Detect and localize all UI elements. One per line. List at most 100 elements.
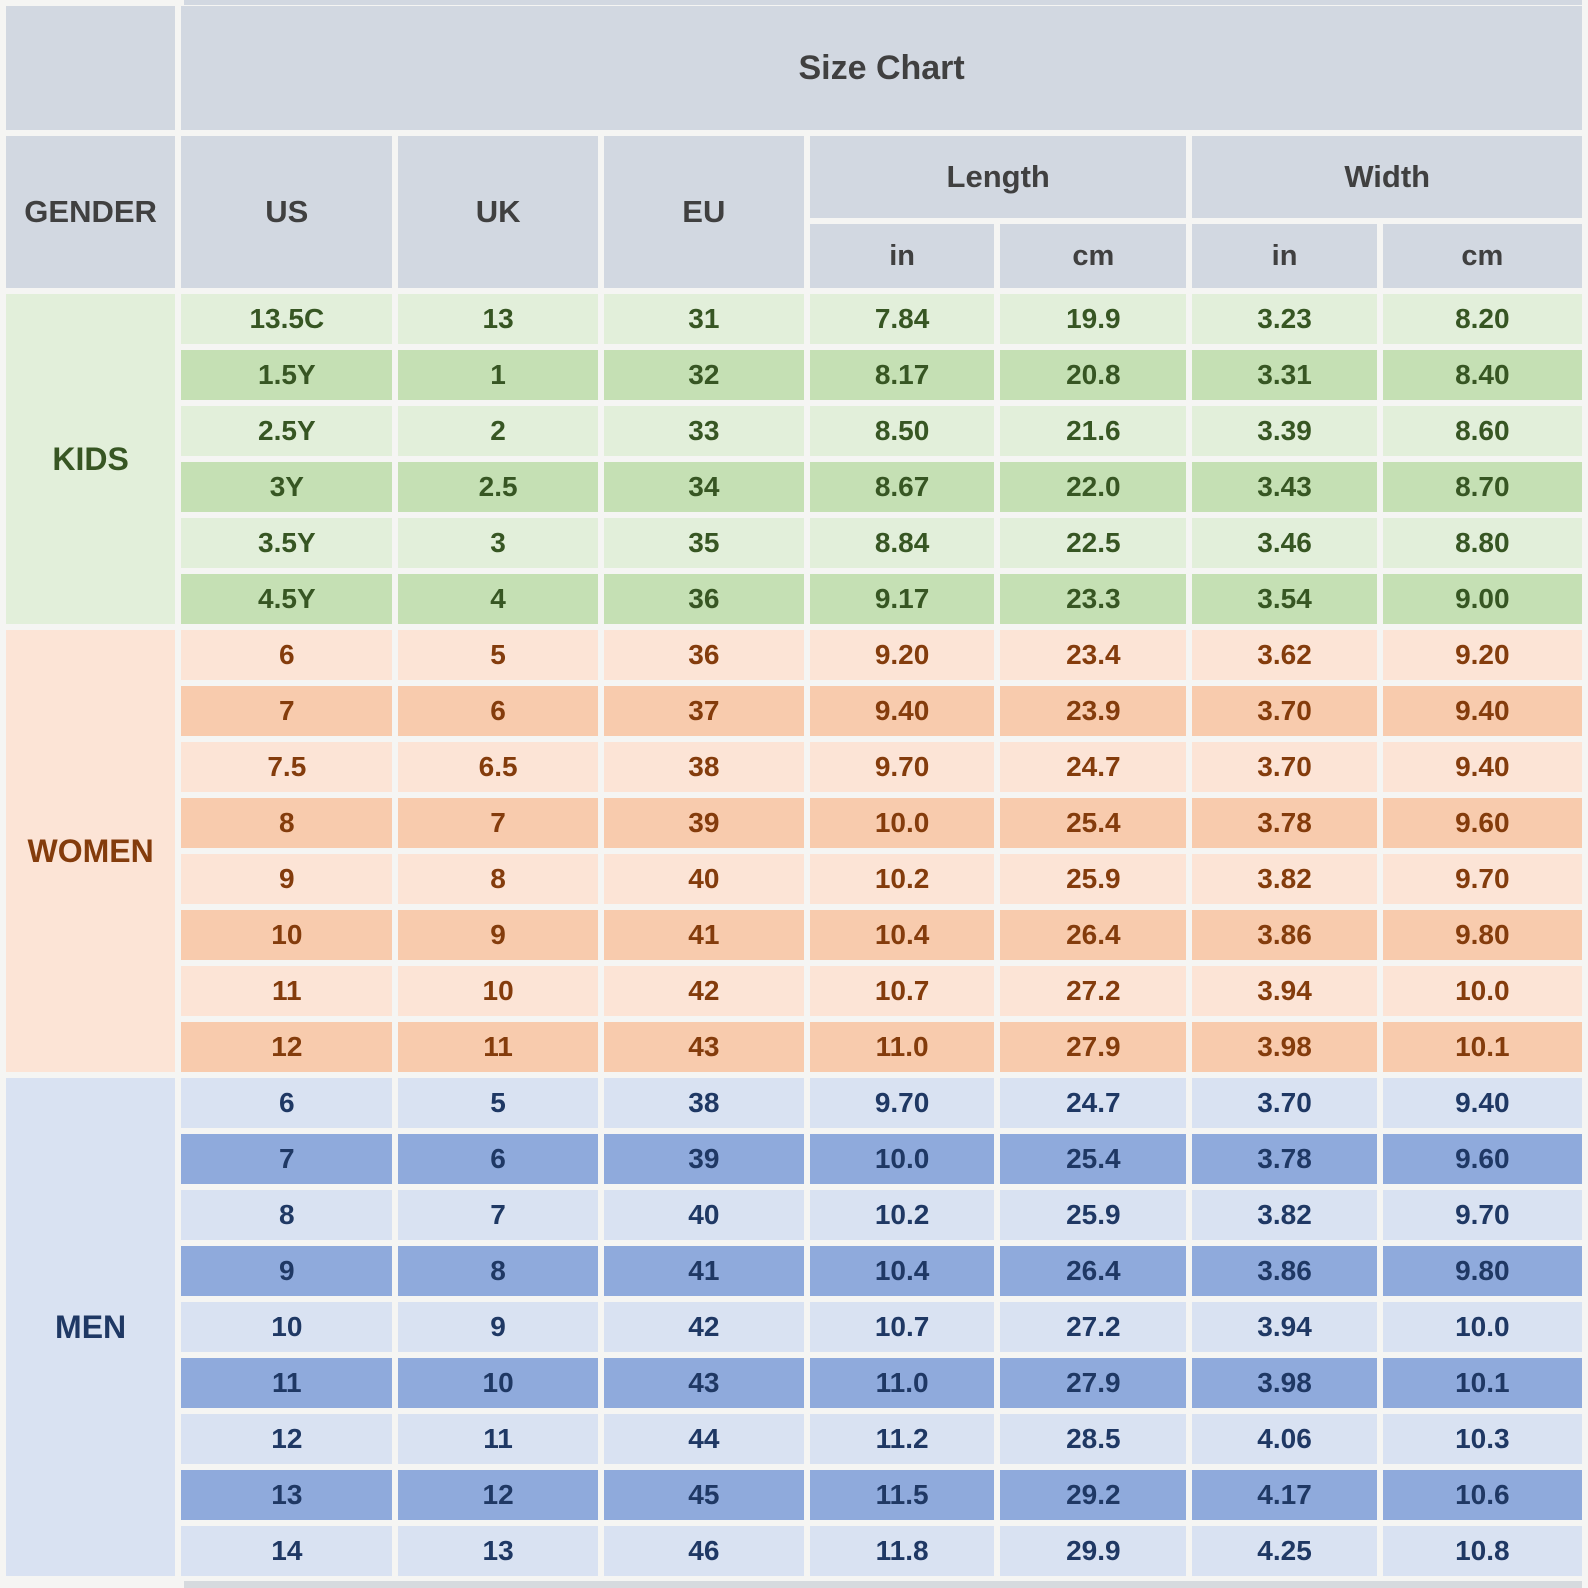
cell-length-in: 11.0 [809, 1358, 995, 1408]
cell-eu: 42 [603, 1302, 804, 1352]
cell-width-cm: 9.40 [1382, 686, 1582, 736]
cell-width-in: 3.78 [1192, 1134, 1377, 1184]
unit-header-length-in: in [809, 224, 995, 288]
cell-width-cm: 9.40 [1382, 742, 1582, 792]
cell-us: 4.5Y [181, 574, 393, 624]
cell-length-cm: 24.7 [1000, 1078, 1187, 1128]
cell-length-in: 11.5 [809, 1470, 995, 1520]
cell-uk: 5 [398, 1078, 598, 1128]
cell-length-in: 9.40 [809, 686, 995, 736]
cell-width-in: 3.94 [1192, 966, 1377, 1016]
cropped-row-sliver-bottom [184, 1581, 1582, 1588]
size-table-head: Size Chart GENDER US UK EU Length Width … [6, 6, 1582, 288]
cell-length-in: 7.84 [809, 294, 995, 344]
cell-width-in: 3.43 [1192, 462, 1377, 512]
cell-us: 7 [181, 1134, 393, 1184]
cell-eu: 31 [603, 294, 804, 344]
cell-width-cm: 10.0 [1382, 966, 1582, 1016]
unit-header-width-cm: cm [1382, 224, 1582, 288]
column-header-uk: UK [398, 136, 598, 288]
cell-length-cm: 27.2 [1000, 966, 1187, 1016]
cell-uk: 6.5 [398, 742, 598, 792]
cell-length-in: 9.70 [809, 742, 995, 792]
cell-us: 6 [181, 630, 393, 680]
cell-us: 2.5Y [181, 406, 393, 456]
cell-width-cm: 8.70 [1382, 462, 1582, 512]
cell-width-cm: 9.80 [1382, 910, 1582, 960]
table-row: 1.5Y 1 32 8.17 20.8 3.31 8.40 [6, 350, 1582, 400]
cell-eu: 45 [603, 1470, 804, 1520]
cell-length-cm: 29.9 [1000, 1526, 1187, 1576]
column-header-gender: GENDER [6, 136, 176, 288]
cell-width-in: 3.86 [1192, 1246, 1377, 1296]
section-label-men: MEN [6, 1078, 176, 1576]
cell-uk: 12 [398, 1470, 598, 1520]
cell-us: 9 [181, 1246, 393, 1296]
cell-uk: 4 [398, 574, 598, 624]
table-row: 11 10 42 10.7 27.2 3.94 10.0 [6, 966, 1582, 1016]
cell-length-in: 10.2 [809, 1190, 995, 1240]
column-header-us: US [181, 136, 393, 288]
table-row: 7.5 6.5 38 9.70 24.7 3.70 9.40 [6, 742, 1582, 792]
cell-eu: 37 [603, 686, 804, 736]
cell-eu: 35 [603, 518, 804, 568]
table-row: 7 6 37 9.40 23.9 3.70 9.40 [6, 686, 1582, 736]
cell-width-cm: 10.3 [1382, 1414, 1582, 1464]
cell-width-cm: 9.20 [1382, 630, 1582, 680]
cell-length-in: 10.4 [809, 1246, 995, 1296]
cell-us: 13 [181, 1470, 393, 1520]
cell-length-in: 10.4 [809, 910, 995, 960]
cell-length-in: 8.50 [809, 406, 995, 456]
table-row: WOMEN 6 5 36 9.20 23.4 3.62 9.20 [6, 630, 1582, 1072]
cell-uk: 2 [398, 406, 598, 456]
size-table-body: KIDS 13.5C 13 31 7.84 19.9 3.23 8.20 1.5Y 1 32 8.17… [6, 294, 1582, 1576]
cell-length-cm: 24.7 [1000, 742, 1187, 792]
cell-width-in: 3.31 [1192, 350, 1377, 400]
cell-width-cm: 10.8 [1382, 1526, 1582, 1576]
table-row: 12 11 44 11.2 28.5 4.06 10.3 [6, 1414, 1582, 1464]
cell-length-in: 10.7 [809, 1302, 995, 1352]
cell-us: 8 [181, 1190, 393, 1240]
cell-length-cm: 22.0 [1000, 462, 1187, 512]
cell-uk: 8 [398, 1246, 598, 1296]
cell-length-cm: 27.2 [1000, 1302, 1187, 1352]
table-row: 8 7 39 10.0 25.4 3.78 9.60 [6, 798, 1582, 848]
cell-eu: 39 [603, 798, 804, 848]
cell-eu: 43 [603, 1022, 804, 1072]
cell-uk: 11 [398, 1022, 598, 1072]
cell-length-in: 9.20 [809, 630, 995, 680]
cell-length-cm: 29.2 [1000, 1470, 1187, 1520]
cell-eu: 44 [603, 1414, 804, 1464]
cell-uk: 1 [398, 350, 598, 400]
corner-cell [6, 6, 176, 130]
unit-header-length-cm: cm [1000, 224, 1187, 288]
cell-width-in: 3.54 [1192, 574, 1377, 624]
cell-length-cm: 26.4 [1000, 1246, 1187, 1296]
cell-eu: 41 [603, 910, 804, 960]
table-row: 4.5Y 4 36 9.17 23.3 3.54 9.00 [6, 574, 1582, 624]
table-row: 9 8 41 10.4 26.4 3.86 9.80 [6, 1246, 1582, 1296]
cell-length-cm: 25.4 [1000, 798, 1187, 848]
table-row: KIDS 13.5C 13 31 7.84 19.9 3.23 8.20 [6, 294, 1582, 624]
cell-length-cm: 25.9 [1000, 854, 1187, 904]
cell-us: 13.5C [181, 294, 393, 344]
cell-eu: 36 [603, 574, 804, 624]
cell-length-in: 8.67 [809, 462, 995, 512]
cell-length-in: 10.0 [809, 798, 995, 848]
title-row: Size Chart [6, 6, 1582, 130]
cell-eu: 33 [603, 406, 804, 456]
page-title: Size Chart [181, 6, 1582, 130]
table-row: MEN 6 5 38 9.70 24.7 3.70 9.40 [6, 1078, 1582, 1576]
cell-width-in: 3.70 [1192, 1078, 1377, 1128]
table-row: 10 9 41 10.4 26.4 3.86 9.80 [6, 910, 1582, 960]
cell-us: 3Y [181, 462, 393, 512]
cell-us: 8 [181, 798, 393, 848]
section-label-women: WOMEN [6, 630, 176, 1072]
cell-length-cm: 28.5 [1000, 1414, 1187, 1464]
cell-length-cm: 26.4 [1000, 910, 1187, 960]
cell-uk: 8 [398, 854, 598, 904]
cell-width-in: 3.39 [1192, 406, 1377, 456]
cell-length-cm: 27.9 [1000, 1358, 1187, 1408]
